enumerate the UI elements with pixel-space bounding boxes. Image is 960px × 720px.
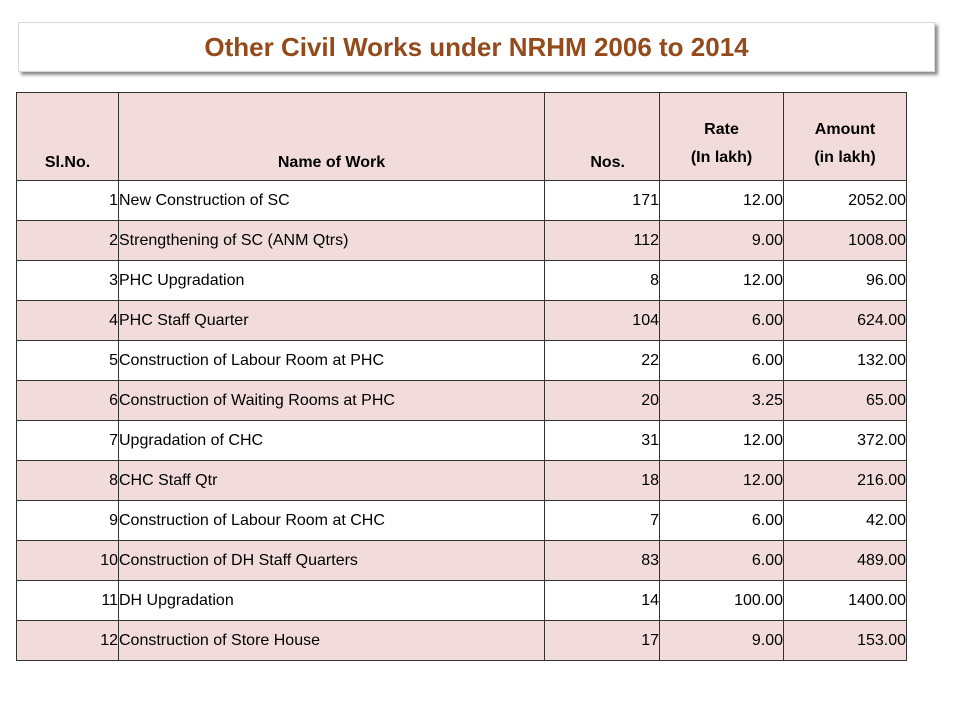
table-row: 11 DH Upgradation 14 100.00 1400.00 (16, 580, 907, 621)
cell-name: Construction of DH Staff Quarters (118, 540, 545, 581)
table-row: 9 Construction of Labour Room at CHC 7 6.00… (16, 500, 907, 541)
cell-nos: 31 (544, 420, 660, 461)
page-title: Other Civil Works under NRHM 2006 to 201… (204, 31, 749, 62)
cell-amount: 96.00 (783, 260, 907, 301)
cell-nos: 8 (544, 260, 660, 301)
cell-nos: 22 (544, 340, 660, 381)
cell-nos: 83 (544, 540, 660, 581)
cell-nos: 20 (544, 380, 660, 421)
cell-amount: 153.00 (783, 620, 907, 661)
cell-sl: 3 (16, 260, 119, 301)
cell-name: PHC Staff Quarter (118, 300, 545, 341)
cell-name: Construction of Waiting Rooms at PHC (118, 380, 545, 421)
cell-amount: 216.00 (783, 460, 907, 501)
header-sl-no: Sl.No. (16, 92, 119, 181)
cell-name: Construction of Store House (118, 620, 545, 661)
cell-name: Construction of Labour Room at CHC (118, 500, 545, 541)
table-body: 1 New Construction of SC 171 12.00 2052.00 2 S… (16, 180, 907, 661)
cell-sl: 4 (16, 300, 119, 341)
header-nos: Nos. (544, 92, 660, 181)
cell-amount: 65.00 (783, 380, 907, 421)
cell-name: Upgradation of CHC (118, 420, 545, 461)
cell-sl: 11 (16, 580, 119, 621)
cell-sl: 12 (16, 620, 119, 661)
cell-rate: 12.00 (659, 460, 784, 501)
cell-nos: 18 (544, 460, 660, 501)
table-row: 4 PHC Staff Quarter 104 6.00 624.00 (16, 300, 907, 341)
table-header-row: Sl.No. Name of Work Nos. Rate (In lakh) … (16, 92, 907, 181)
title-banner: Other Civil Works under NRHM 2006 to 201… (18, 22, 935, 72)
civil-works-table: Sl.No. Name of Work Nos. Rate (In lakh) … (16, 92, 907, 661)
cell-nos: 104 (544, 300, 660, 341)
header-rate-line2: (In lakh) (690, 149, 753, 166)
cell-sl: 5 (16, 340, 119, 381)
header-name-of-work: Name of Work (118, 92, 545, 181)
cell-name: New Construction of SC (118, 180, 545, 221)
cell-sl: 8 (16, 460, 119, 501)
cell-amount: 2052.00 (783, 180, 907, 221)
table-row: 8 CHC Staff Qtr 18 12.00 216.00 (16, 460, 907, 501)
cell-sl: 1 (16, 180, 119, 221)
cell-amount: 489.00 (783, 540, 907, 581)
cell-sl: 2 (16, 220, 119, 261)
cell-rate: 12.00 (659, 260, 784, 301)
table-row: 6 Construction of Waiting Rooms at PHC 20 3… (16, 380, 907, 421)
cell-nos: 14 (544, 580, 660, 621)
cell-name: CHC Staff Qtr (118, 460, 545, 501)
cell-rate: 3.25 (659, 380, 784, 421)
header-rate-line1: Rate (704, 121, 739, 138)
cell-name: Construction of Labour Room at PHC (118, 340, 545, 381)
header-rate: Rate (In lakh) (659, 92, 784, 181)
table-row: 12 Construction of Store House 17 9.00 153.0… (16, 620, 907, 661)
cell-amount: 372.00 (783, 420, 907, 461)
cell-nos: 7 (544, 500, 660, 541)
cell-nos: 171 (544, 180, 660, 221)
cell-rate: 6.00 (659, 500, 784, 541)
table-row: 3 PHC Upgradation 8 12.00 96.00 (16, 260, 907, 301)
table-row: 7 Upgradation of CHC 31 12.00 372.00 (16, 420, 907, 461)
header-amount-line1: Amount (814, 121, 876, 138)
cell-rate: 9.00 (659, 620, 784, 661)
cell-amount: 132.00 (783, 340, 907, 381)
cell-rate: 6.00 (659, 340, 784, 381)
cell-name: PHC Upgradation (118, 260, 545, 301)
cell-rate: 100.00 (659, 580, 784, 621)
cell-rate: 9.00 (659, 220, 784, 261)
table-row: 1 New Construction of SC 171 12.00 2052.00 (16, 180, 907, 221)
table-row: 10 Construction of DH Staff Quarters 83 6.0… (16, 540, 907, 581)
cell-name: DH Upgradation (118, 580, 545, 621)
table-row: 2 Strengthening of SC (ANM Qtrs) 112 9.00 10… (16, 220, 907, 261)
cell-rate: 6.00 (659, 540, 784, 581)
table-row: 5 Construction of Labour Room at PHC 22 6.0… (16, 340, 907, 381)
cell-rate: 6.00 (659, 300, 784, 341)
cell-amount: 624.00 (783, 300, 907, 341)
cell-amount: 42.00 (783, 500, 907, 541)
cell-sl: 9 (16, 500, 119, 541)
cell-sl: 10 (16, 540, 119, 581)
cell-sl: 7 (16, 420, 119, 461)
cell-nos: 17 (544, 620, 660, 661)
header-amount: Amount (in lakh) (783, 92, 907, 181)
header-amount-line2: (in lakh) (814, 149, 876, 166)
cell-name: Strengthening of SC (ANM Qtrs) (118, 220, 545, 261)
cell-rate: 12.00 (659, 420, 784, 461)
cell-sl: 6 (16, 380, 119, 421)
cell-rate: 12.00 (659, 180, 784, 221)
cell-amount: 1008.00 (783, 220, 907, 261)
cell-nos: 112 (544, 220, 660, 261)
cell-amount: 1400.00 (783, 580, 907, 621)
